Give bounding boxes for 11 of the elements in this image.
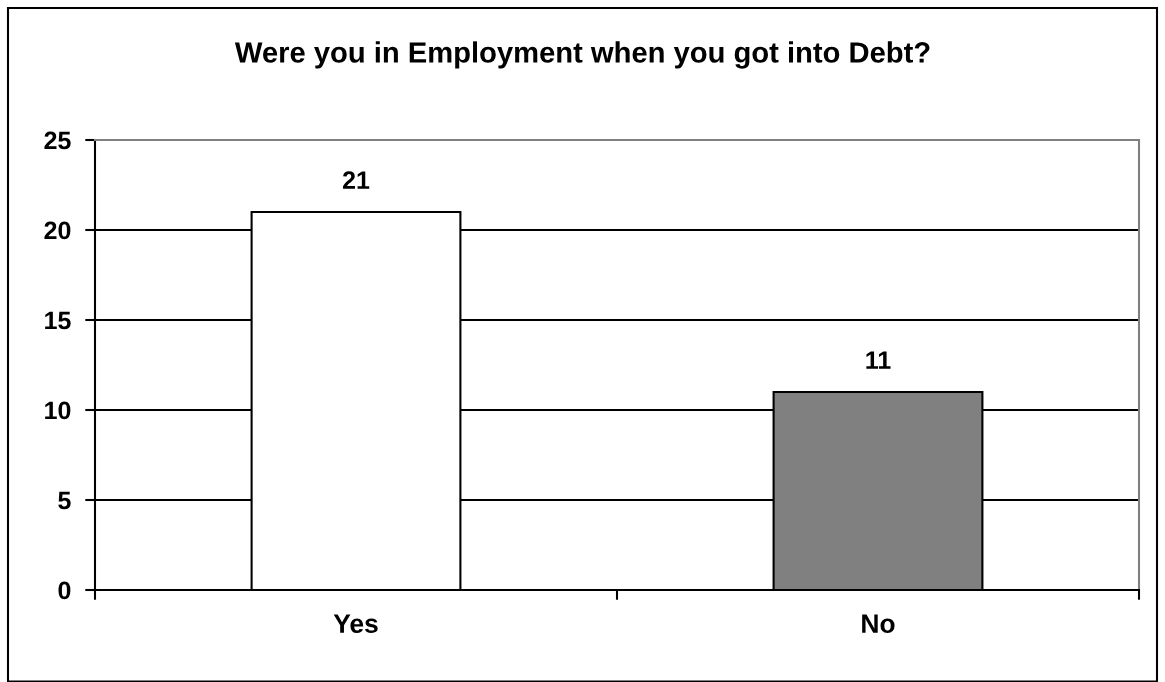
x-tick-label: Yes bbox=[333, 614, 378, 633]
y-tick-label: 15 bbox=[45, 311, 71, 330]
chart-title: Were you in Employment when you got into Debt? bbox=[234, 41, 930, 69]
data-label: 21 bbox=[342, 171, 370, 189]
data-label: 11 bbox=[866, 351, 891, 369]
y-tick-label: 25 bbox=[44, 131, 71, 150]
y-tick-label: 0 bbox=[58, 581, 71, 600]
y-tick-label: 20 bbox=[44, 221, 71, 240]
y-tick-label: 5 bbox=[58, 491, 71, 510]
y-tick-label: 10 bbox=[45, 401, 71, 420]
x-tick-label: No bbox=[862, 614, 895, 633]
